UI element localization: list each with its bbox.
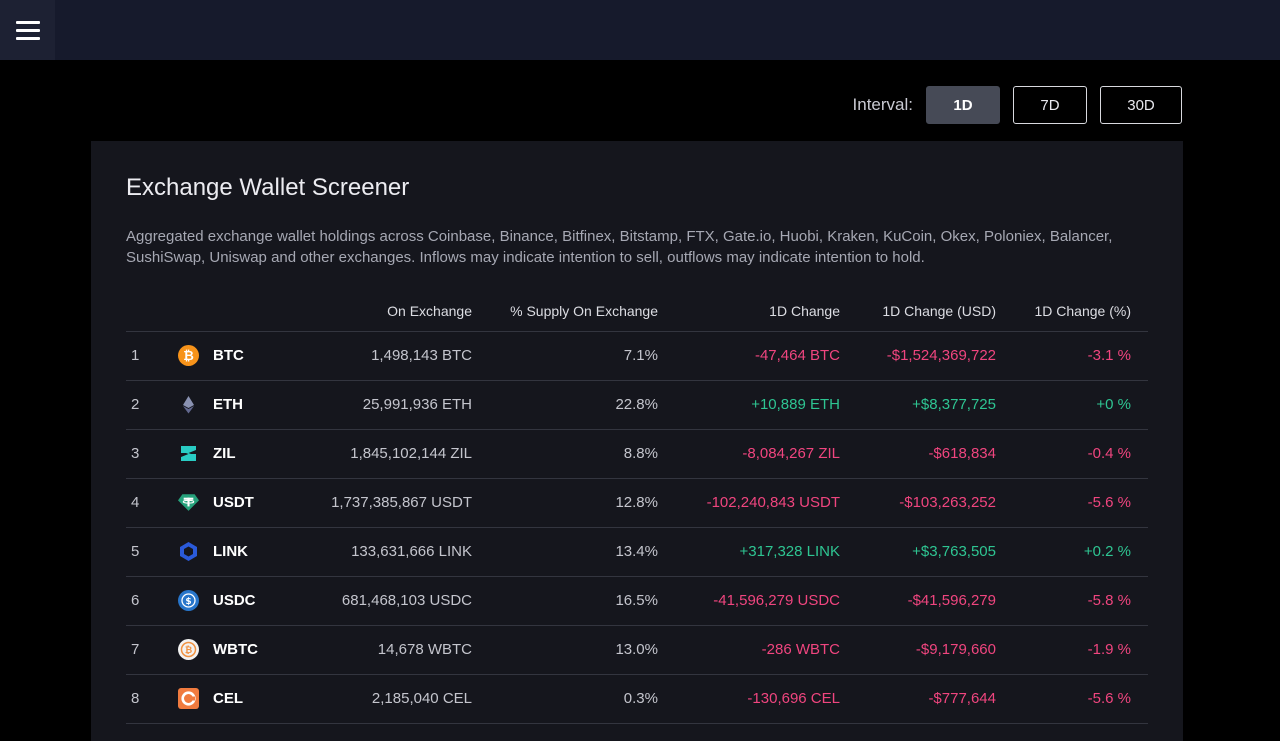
table-row[interactable]: 4 USDT 1,737,385,867 USDT 12.8% -102,240,843… (126, 479, 1148, 528)
column-header-supply[interactable]: % Supply On Exchange (510, 303, 658, 319)
asset-symbol[interactable]: BTC (213, 347, 244, 364)
column-header-on-exchange[interactable]: On Exchange (387, 303, 472, 319)
column-header-change-pct[interactable]: 1D Change (%) (1034, 303, 1132, 319)
table-row[interactable]: 1 ₿ BTC 1,498,143 BTC 7.1% -47,464 BTC -$1,524… (126, 332, 1148, 381)
change-usd-value: -$41,596,279 (907, 592, 996, 609)
change-pct-value: -3.1 % (1087, 347, 1131, 364)
zilliqa-icon (178, 443, 199, 464)
change-pct-value: -5.8 % (1087, 592, 1131, 609)
interval-30d-button[interactable]: 30D (1100, 86, 1182, 124)
change-usd-value: +$8,377,725 (912, 396, 996, 413)
bitcoin-icon: ₿ (178, 345, 199, 366)
table-row[interactable]: 7 ₿ WBTC 14,678 WBTC 13.0% -286 WBTC -$9,179,6… (126, 626, 1148, 675)
tether-icon (178, 492, 199, 513)
interval-1d-button[interactable]: 1D (926, 86, 1000, 124)
change-value: -8,084,267 ZIL (742, 445, 840, 462)
change-pct-value: +0 % (1096, 396, 1131, 413)
usd-coin-icon: $ (178, 590, 199, 611)
interval-selector: Interval: 1D 7D 30D (853, 85, 1182, 125)
change-pct-value: -5.6 % (1087, 690, 1131, 707)
supply-percent: 16.5% (615, 592, 658, 609)
supply-percent: 12.8% (615, 494, 658, 511)
ethereum-icon (178, 394, 199, 415)
asset-symbol[interactable]: ETH (213, 396, 243, 413)
screener-panel: Exchange Wallet Screener Aggregated exch… (91, 141, 1183, 741)
on-exchange-value: 14,678 WBTC (377, 641, 472, 658)
asset-symbol[interactable]: WBTC (213, 641, 258, 658)
supply-percent: 7.1% (623, 347, 658, 364)
change-value: -41,596,279 USDC (713, 592, 840, 609)
supply-percent: 13.4% (615, 543, 658, 560)
change-pct-value: -0.4 % (1087, 445, 1131, 462)
asset-symbol[interactable]: USDT (213, 494, 254, 511)
change-value: +10,889 ETH (751, 396, 840, 413)
column-header-change-usd[interactable]: 1D Change (USD) (882, 303, 996, 319)
svg-text:$: $ (185, 597, 191, 607)
hamburger-icon (15, 20, 40, 40)
row-rank: 6 (131, 592, 140, 609)
change-pct-value: +0.2 % (1083, 543, 1131, 560)
row-rank: 5 (131, 543, 140, 560)
interval-label: Interval: (852, 95, 913, 114)
on-exchange-value: 2,185,040 CEL (371, 690, 472, 707)
asset-symbol[interactable]: LINK (213, 543, 248, 560)
change-pct-value: -1.9 % (1087, 641, 1131, 658)
supply-percent: 8.8% (623, 445, 658, 462)
on-exchange-value: 1,845,102,144 ZIL (350, 445, 472, 462)
on-exchange-value: 133,631,666 LINK (351, 543, 472, 560)
change-usd-value: -$618,834 (928, 445, 996, 462)
change-usd-value: +$3,763,505 (912, 543, 996, 560)
asset-symbol[interactable]: ZIL (213, 445, 236, 462)
celsius-icon (178, 688, 199, 709)
change-usd-value: -$103,263,252 (899, 494, 996, 511)
table-body: 1 ₿ BTC 1,498,143 BTC 7.1% -47,464 BTC -$1,524… (126, 332, 1148, 724)
wrapped-bitcoin-icon: ₿ (178, 639, 199, 660)
table-row[interactable]: 2 ETH 25,991,936 ETH 22.8% +10,889 ETH +$8,37… (126, 381, 1148, 430)
row-rank: 8 (131, 690, 140, 707)
change-value: -130,696 CEL (747, 690, 840, 707)
change-usd-value: -$777,644 (928, 690, 996, 707)
on-exchange-value: 1,737,385,867 USDT (331, 494, 472, 511)
row-rank: 7 (131, 641, 140, 658)
table-row[interactable]: 5 LINK 133,631,666 LINK 13.4% +317,328 LINK +… (126, 528, 1148, 577)
change-usd-value: -$1,524,369,722 (886, 347, 996, 364)
change-value: +317,328 LINK (739, 543, 841, 560)
change-value: -102,240,843 USDT (706, 494, 840, 511)
asset-symbol[interactable]: USDC (213, 592, 256, 609)
asset-symbol[interactable]: CEL (213, 690, 243, 707)
screener-description: Aggregated exchange wallet holdings acro… (126, 228, 1113, 266)
on-exchange-value: 1,498,143 BTC (371, 347, 472, 364)
supply-percent: 0.3% (623, 690, 658, 707)
menu-button[interactable] (0, 0, 55, 60)
row-rank: 2 (131, 396, 140, 413)
page-title: Exchange Wallet Screener (126, 174, 410, 201)
table-row[interactable]: 6 $ USDC 681,468,103 USDC 16.5% -41,596,279 U… (126, 577, 1148, 626)
change-usd-value: -$9,179,660 (915, 641, 996, 658)
supply-percent: 13.0% (615, 641, 658, 658)
screener-table: On Exchange % Supply On Exchange 1D Chan… (126, 291, 1148, 724)
svg-text:₿: ₿ (185, 645, 192, 656)
table-header: On Exchange % Supply On Exchange 1D Chan… (126, 291, 1148, 332)
table-row[interactable]: 3 ZIL 1,845,102,144 ZIL 8.8% -8,084,267 ZIL -… (126, 430, 1148, 479)
chainlink-icon (178, 541, 199, 562)
interval-7d-button[interactable]: 7D (1013, 86, 1087, 124)
supply-percent: 22.8% (615, 396, 658, 413)
change-value: -286 WBTC (761, 641, 840, 658)
svg-text:₿: ₿ (183, 349, 194, 364)
table-row[interactable]: 8 CEL 2,185,040 CEL 0.3% -130,696 CEL -$777,6… (126, 675, 1148, 724)
row-rank: 1 (131, 347, 140, 364)
on-exchange-value: 25,991,936 ETH (362, 396, 472, 413)
row-rank: 4 (131, 494, 140, 511)
row-rank: 3 (131, 445, 140, 462)
top-bar (0, 0, 1280, 60)
on-exchange-value: 681,468,103 USDC (341, 592, 472, 609)
change-value: -47,464 BTC (754, 347, 840, 364)
column-header-change[interactable]: 1D Change (769, 303, 840, 319)
change-pct-value: -5.6 % (1087, 494, 1131, 511)
